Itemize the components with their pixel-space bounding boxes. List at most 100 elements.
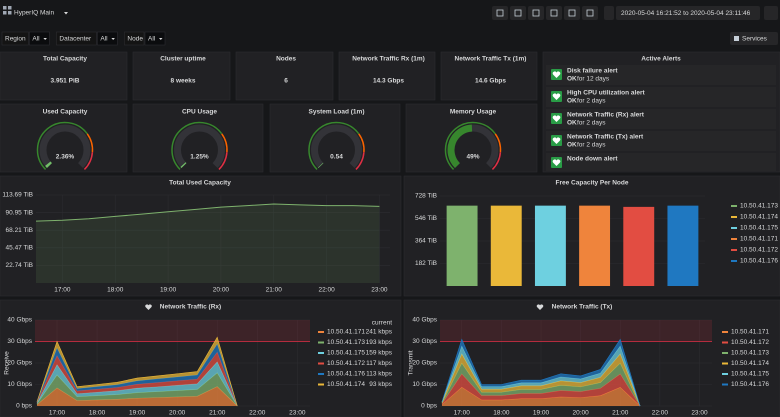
x-tick-label: 22:00: [318, 287, 335, 294]
legend-label[interactable]: 10.50.41.172: [731, 339, 769, 346]
alert-name[interactable]: Network Traffic (Tx) alert: [567, 134, 644, 141]
x-tick-label: 20:00: [572, 410, 589, 417]
toolbar-icon[interactable]: [514, 9, 522, 17]
alert-name[interactable]: High CPU utilization alert: [567, 90, 645, 97]
alert-heart: [552, 93, 561, 100]
toolbar-icon[interactable]: [550, 9, 558, 17]
stat-title: Total Capacity: [43, 56, 87, 63]
gauge-value: 49%: [466, 154, 479, 161]
alert-row: [546, 87, 776, 107]
panel: [0, 175, 402, 297]
legend-label[interactable]: 10.50.41.173: [731, 350, 769, 357]
title-heart: [145, 304, 152, 310]
y-tick-label: 20 Gbps: [412, 360, 437, 367]
legend-header[interactable]: current: [372, 320, 392, 327]
variable-select: [29, 31, 50, 46]
variable-select: [144, 31, 166, 46]
gauge-value-arc: [447, 124, 473, 169]
x-tick-label: 22:00: [249, 410, 266, 417]
toolbar-icon[interactable]: [496, 9, 504, 17]
legend-label[interactable]: 10.50.41.176: [740, 258, 778, 265]
legend-swatch: [731, 249, 737, 251]
variable-value[interactable]: All: [32, 36, 40, 43]
variable-label-box: [124, 31, 145, 46]
area: [441, 373, 641, 406]
x-tick-label: 20:00: [213, 287, 230, 294]
stat-title: Network Traffic Rx (1m): [352, 56, 425, 63]
variable-value[interactable]: All: [148, 36, 156, 43]
legend-label[interactable]: 10.50.41.171: [740, 236, 778, 243]
x-tick-label: 21:00: [266, 287, 283, 294]
toolbar-icon[interactable]: [532, 9, 540, 17]
legend-swatch: [318, 341, 324, 344]
alert-state: OK: [567, 76, 577, 83]
chart-title: Free Capacity Per Node: [556, 180, 629, 187]
x-tick-label: 19:00: [160, 287, 177, 294]
alert-heart: [552, 71, 561, 78]
title-heart: [536, 304, 544, 310]
dashboard-title[interactable]: HyperIQ Main: [14, 10, 54, 17]
toolbar-icon[interactable]: [586, 9, 594, 17]
toolbar-button: [510, 6, 526, 20]
alert-name[interactable]: Network Traffic (Rx) alert: [567, 112, 645, 119]
legend-label[interactable]: 10.50.41.171: [327, 329, 365, 336]
x-tick-label: 23:00: [371, 287, 388, 294]
gauge-threshold: [36, 121, 88, 170]
gauge-title: Memory Usage: [450, 109, 497, 116]
legend-label[interactable]: 10.50.41.175: [740, 225, 778, 232]
legend-label[interactable]: 10.50.41.176: [731, 381, 769, 388]
legend-label[interactable]: 10.50.41.175: [327, 350, 365, 357]
alert-since: for 2 days: [577, 120, 606, 127]
area: [441, 363, 641, 406]
toolbar-icon[interactable]: [568, 9, 576, 17]
menu-icon: [3, 11, 7, 15]
legend-swatch: [722, 362, 728, 365]
variable-value[interactable]: All: [100, 36, 108, 43]
legend-label[interactable]: 10.50.41.174: [327, 381, 365, 388]
stat-value: 3.951 PiB: [51, 78, 80, 85]
y-tick-label: 546 TiB: [415, 215, 437, 222]
legend-label[interactable]: 10.50.41.172: [740, 247, 778, 254]
y-tick-label: 90.95 TiB: [6, 209, 33, 216]
legend-swatch: [722, 383, 728, 386]
legend-label[interactable]: 10.50.41.171: [731, 329, 769, 336]
legend-swatch: [318, 331, 324, 333]
menu-icon: [8, 6, 12, 10]
variable-caret: [43, 38, 47, 40]
x-tick-label: 19:00: [533, 410, 550, 417]
alert-name[interactable]: Node down alert: [567, 156, 618, 163]
gauge-threshold: [218, 152, 228, 170]
stat-title: Cluster uptime: [160, 56, 206, 63]
gauge-value: 1.25%: [190, 154, 209, 161]
toolbar-button: [564, 6, 580, 20]
legend-label[interactable]: 10.50.41.174: [740, 214, 778, 221]
area: [441, 353, 641, 406]
gauge-track: [39, 124, 91, 169]
bar: [534, 205, 566, 286]
stat-value: 6: [284, 78, 288, 85]
legend-label[interactable]: 10.50.41.176: [327, 371, 365, 378]
menu-icon: [8, 11, 12, 15]
time-back: [604, 6, 614, 20]
alert-row: [546, 153, 776, 171]
legend-label[interactable]: 10.50.41.173: [327, 339, 365, 346]
legend-label[interactable]: 10.50.41.175: [731, 371, 769, 378]
legend-swatch: [722, 373, 728, 375]
gauge-value: 2.36%: [56, 154, 75, 161]
alert-since: for 2 days: [577, 98, 606, 105]
stat-title: Network Traffic Tx (1m): [455, 56, 527, 63]
y-tick-label: 0 bps: [421, 403, 438, 410]
time-range[interactable]: 2020-05-04 16:21:52 to 2020-05-04 23:11:…: [621, 10, 751, 17]
y-tick-label: 182 TiB: [415, 260, 437, 267]
legend-swatch: [318, 383, 324, 386]
services-label[interactable]: Services: [742, 36, 768, 43]
legend-label[interactable]: 10.50.41.174: [731, 360, 769, 367]
y-tick-label: 22.74 TiB: [6, 262, 33, 269]
x-tick-label: 18:00: [493, 410, 510, 417]
alert-name[interactable]: Disk failure alert: [567, 68, 618, 75]
menu-icon: [3, 6, 7, 10]
legend-label[interactable]: 10.50.41.173: [740, 203, 778, 210]
gauge-threshold: [171, 121, 223, 170]
panel: [132, 103, 264, 173]
legend-label[interactable]: 10.50.41.172: [327, 360, 365, 367]
